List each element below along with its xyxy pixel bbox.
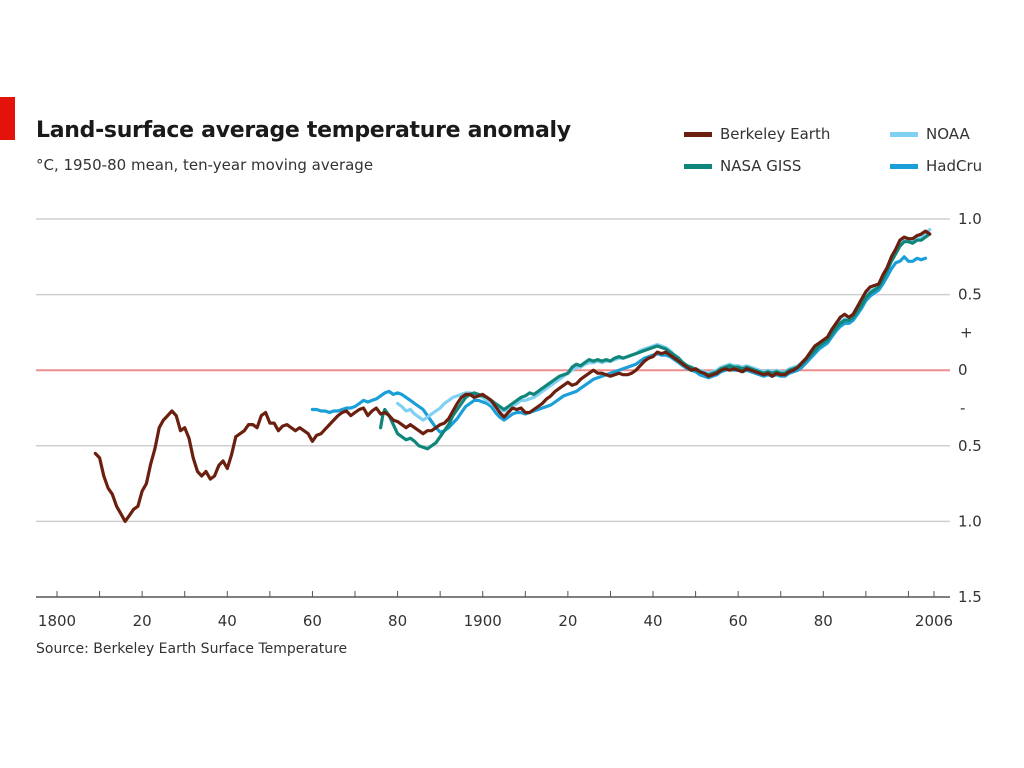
series-lines (93, 228, 932, 523)
x-tick-label: 60 (303, 612, 322, 630)
y-tick-label: 0 (958, 361, 968, 379)
legend-item-noaa: NOAA (890, 125, 970, 143)
legend-swatch-noaa (890, 131, 918, 137)
hadcru-line (310, 255, 928, 434)
legend-label-noaa: NOAA (926, 125, 970, 143)
noaa-line (396, 228, 932, 422)
x-tick-label: 40 (218, 612, 237, 630)
grid-lines (36, 218, 950, 523)
x-tick-label: 80 (814, 612, 833, 630)
minus-sign-label: - (960, 399, 965, 417)
x-tick-label: 1800 (38, 612, 76, 630)
legend-swatch-berkeley (684, 131, 712, 137)
x-axis: 1800 20 40 60 80 1900 20 40 60 80 2006 (36, 591, 953, 630)
chart-title: Land-surface average temperature anomaly (36, 118, 571, 143)
legend-swatch-hadcru (890, 163, 918, 169)
nasa-giss-line (379, 232, 932, 451)
y-tick-label: 1.5 (958, 588, 982, 606)
legend-label-berkeley: Berkeley Earth (720, 125, 831, 143)
source-note: Source: Berkeley Earth Surface Temperatu… (36, 641, 348, 657)
y-tick-label: 1.0 (958, 210, 982, 228)
legend-label-nasa: NASA GISS (720, 157, 802, 175)
x-tick-label: 2006 (915, 612, 953, 630)
y-tick-label: 1.0 (958, 512, 982, 530)
y-tick-label: 0.5 (958, 286, 982, 304)
chart-subtitle: °C, 1950-80 mean, ten-year moving averag… (36, 156, 374, 174)
brand-tag (0, 97, 15, 140)
berkeley-earth-line (93, 229, 932, 523)
legend-swatch-nasa (684, 163, 712, 169)
x-tick-label: 20 (133, 612, 152, 630)
x-tick-label: 60 (729, 612, 748, 630)
legend-item-hadcru: HadCru (890, 157, 982, 175)
x-tick-label: 20 (558, 612, 577, 630)
x-tick-label: 80 (388, 612, 407, 630)
y-axis: 1.0 0.5 0 0.5 1.0 1.5 + - (958, 210, 982, 606)
legend-item-nasa: NASA GISS (684, 157, 801, 175)
plus-sign-label: + (960, 323, 973, 341)
y-tick-label: 0.5 (958, 437, 982, 455)
legend-label-hadcru: HadCru (926, 157, 983, 175)
x-tick-label: 1900 (464, 612, 502, 630)
legend-item-berkeley: Berkeley Earth (684, 125, 830, 143)
x-tick-label: 40 (643, 612, 662, 630)
